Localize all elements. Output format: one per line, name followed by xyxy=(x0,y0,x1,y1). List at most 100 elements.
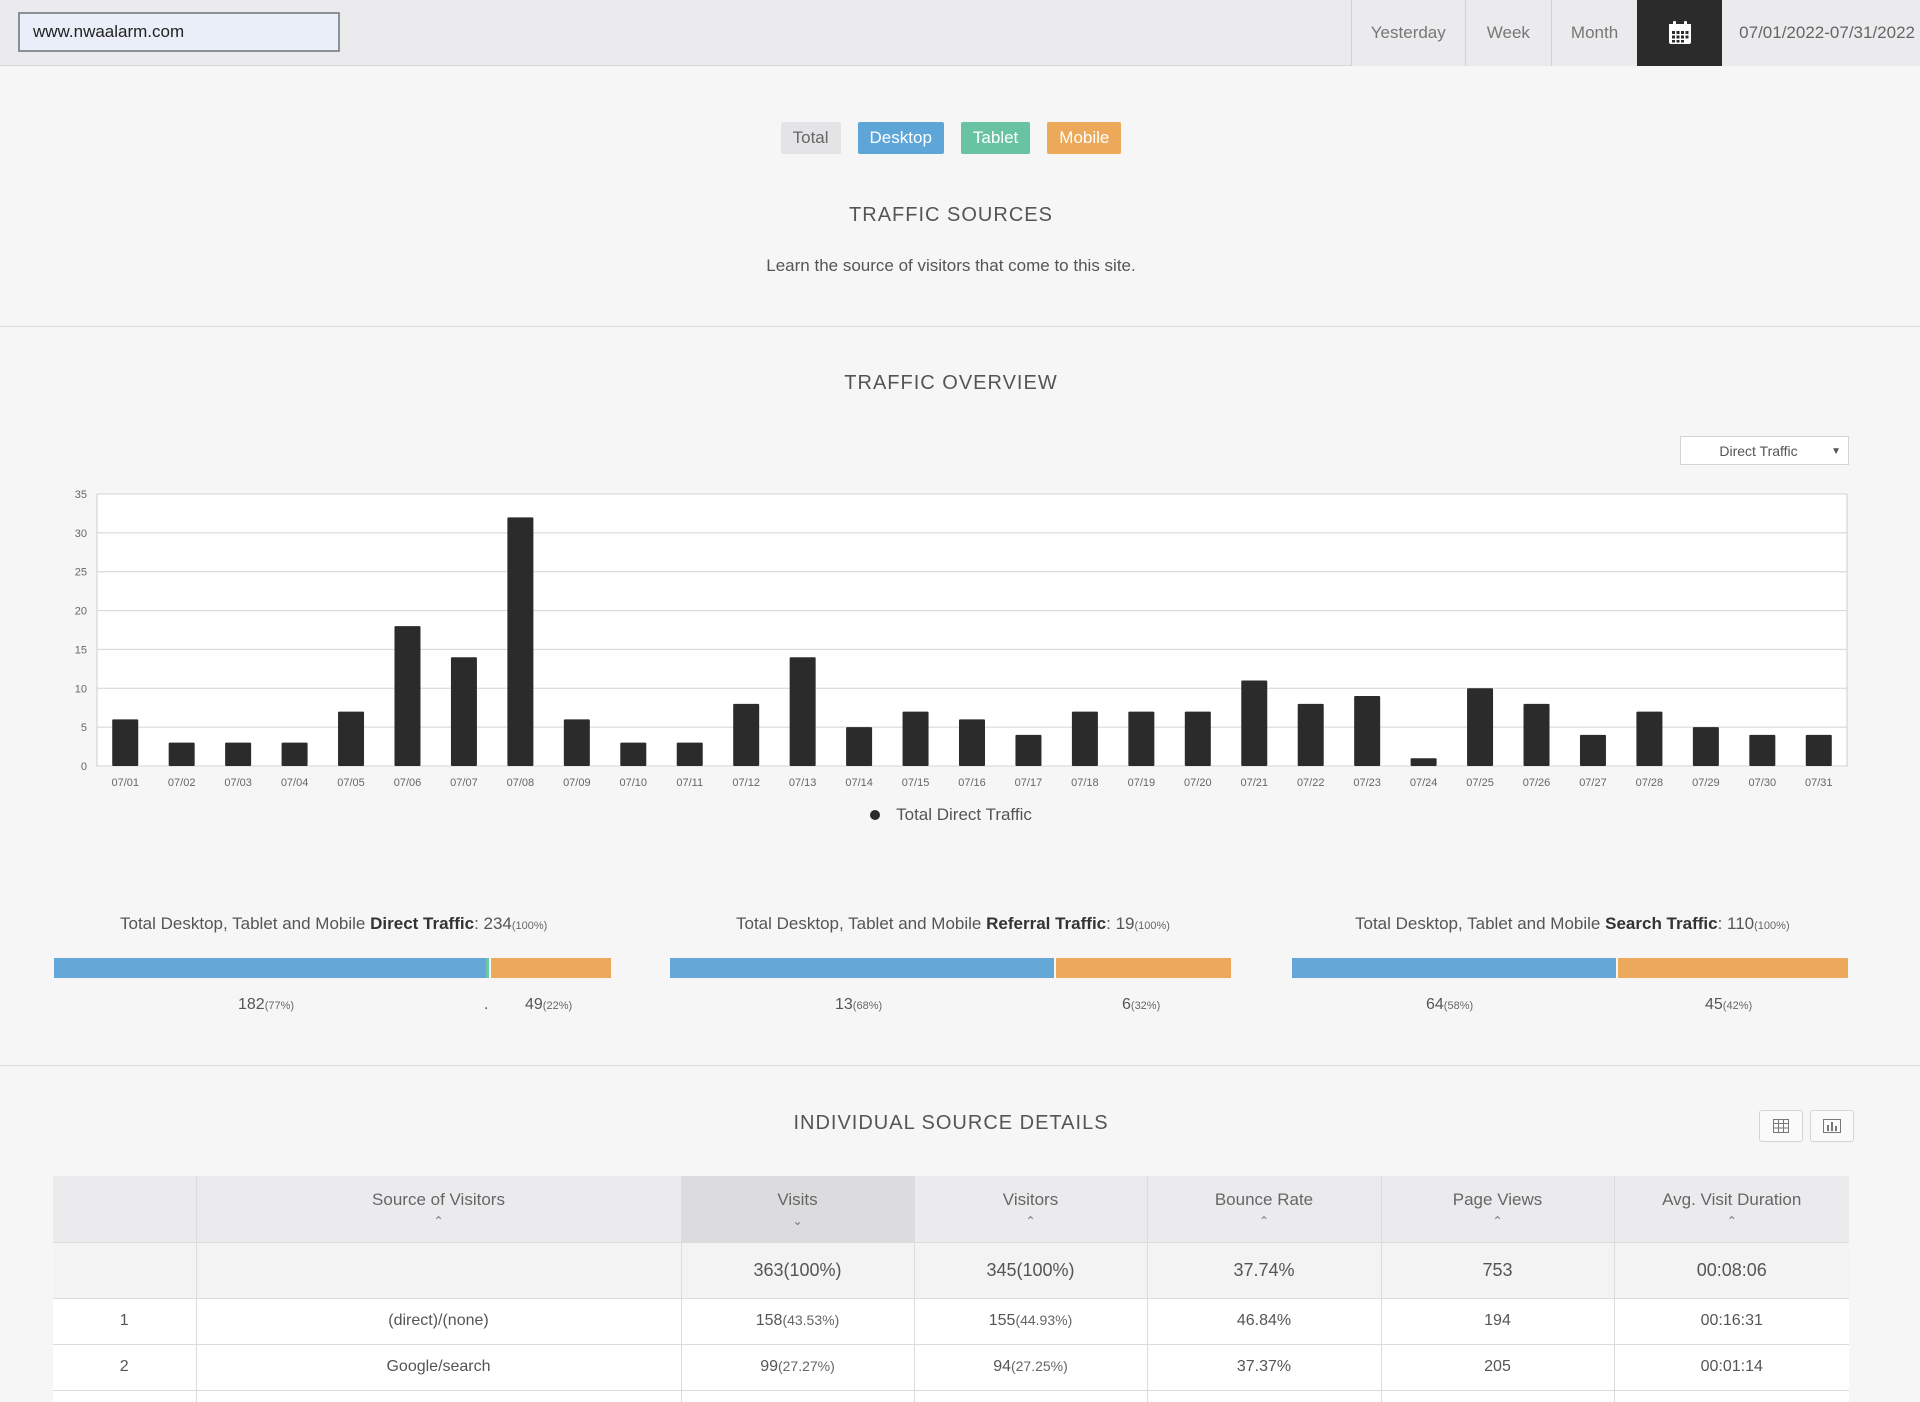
source-details-table: Source of Visitors ⌃ Visits ⌄ Visitors ⌃ Bo… xyxy=(53,1176,1849,1402)
duration-column-header[interactable]: Avg. Visit Duration ⌃ xyxy=(1614,1176,1849,1242)
x-tick-label: 07/30 xyxy=(1749,777,1777,789)
summary-title: Total Desktop, Tablet and Mobile Referra… xyxy=(736,914,1170,933)
date-range-controls: Yesterday Week Month 07/01/2022-07/31/20… xyxy=(1350,0,1920,66)
tablet-count: . xyxy=(484,996,489,1013)
x-tick-label: 07/05 xyxy=(337,777,365,789)
traffic-type-select-value: Direct Traffic xyxy=(1719,442,1798,459)
traffic-type-select[interactable]: Direct Traffic ▼ xyxy=(1680,436,1849,465)
table-cell xyxy=(53,1241,197,1298)
table-cell xyxy=(196,1241,682,1298)
x-tick-label: 07/22 xyxy=(1297,777,1325,789)
chart-bar xyxy=(225,742,252,766)
sort-up-icon: ⌃ xyxy=(1492,1214,1503,1228)
chart-bar xyxy=(1692,727,1719,766)
visitors-column-header[interactable]: Visitors ⌃ xyxy=(914,1176,1148,1242)
x-tick-label: 07/14 xyxy=(845,777,873,789)
divider xyxy=(0,1065,1920,1066)
table-cell: 205 xyxy=(1381,1343,1615,1390)
table-cell xyxy=(681,1389,915,1402)
tab-tablet[interactable]: Tablet xyxy=(960,122,1031,154)
desktop-count: 13(68%) xyxy=(835,996,883,1013)
table-cell: 155(44.93%) xyxy=(914,1297,1148,1344)
x-tick-label: 07/04 xyxy=(281,777,309,789)
device-share-bar xyxy=(54,958,611,978)
table-cell: 345(100%) xyxy=(914,1241,1148,1298)
table-row[interactable]: 1 (direct)/(none) 158(43.53%) 155(44.93%… xyxy=(53,1297,1849,1344)
table-cell: Google/search xyxy=(196,1343,682,1390)
divider xyxy=(0,326,1920,327)
desktop-count: 64(58%) xyxy=(1426,996,1474,1013)
x-tick-label: 07/25 xyxy=(1466,777,1494,789)
calendar-button[interactable] xyxy=(1637,0,1723,66)
table-cell: 363(100%) xyxy=(681,1241,915,1298)
chart-bar xyxy=(112,719,139,766)
source-column-header[interactable]: Source of Visitors ⌃ xyxy=(196,1176,682,1242)
x-tick-label: 07/16 xyxy=(958,777,986,789)
bounce-rate-column-header[interactable]: Bounce Rate ⌃ xyxy=(1147,1176,1382,1242)
table-cell xyxy=(1381,1389,1615,1402)
yesterday-button[interactable]: Yesterday xyxy=(1350,0,1465,66)
x-tick-label: 07/21 xyxy=(1240,777,1268,789)
device-tabs: Total Desktop Tablet Mobile xyxy=(0,122,1902,154)
x-tick-label: 07/29 xyxy=(1692,777,1720,789)
mobile-count: 49(22%) xyxy=(525,996,573,1013)
chart-bar xyxy=(507,517,534,766)
chart-bar xyxy=(1354,696,1381,766)
y-tick-label: 20 xyxy=(75,606,87,618)
table-cell: (direct)/(none) xyxy=(196,1297,682,1344)
mobile-count: 6(32%) xyxy=(1122,996,1161,1013)
chart-bar xyxy=(902,711,929,766)
tab-mobile[interactable]: Mobile xyxy=(1047,122,1122,154)
device-share-bar xyxy=(670,958,1231,978)
chart-bar xyxy=(1071,711,1098,766)
y-tick-label: 0 xyxy=(81,761,87,773)
chart-bar xyxy=(450,657,477,766)
month-button[interactable]: Month xyxy=(1550,0,1638,66)
table-cell: 46.84% xyxy=(1147,1297,1382,1344)
chart-bar xyxy=(846,727,873,766)
chart-bar xyxy=(281,742,308,766)
x-tick-label: 07/15 xyxy=(902,777,930,789)
chart-bar xyxy=(1523,703,1550,766)
x-tick-label: 07/06 xyxy=(394,777,422,789)
table-cell: 158(43.53%) xyxy=(681,1297,915,1344)
x-tick-label: 07/11 xyxy=(676,777,703,789)
x-tick-label: 07/03 xyxy=(224,777,252,789)
chart-bar xyxy=(1128,711,1155,766)
mobile-share-segment xyxy=(1615,958,1848,978)
visits-column-header[interactable]: Visits ⌄ xyxy=(681,1176,915,1242)
week-button[interactable]: Week xyxy=(1464,0,1551,66)
page-views-column-header[interactable]: Page Views ⌃ xyxy=(1381,1176,1615,1242)
bar-chart-icon xyxy=(1823,1119,1841,1133)
sort-up-icon: ⌃ xyxy=(1258,1214,1270,1228)
chevron-down-icon: ▼ xyxy=(1831,446,1841,457)
chart-bar xyxy=(1749,734,1776,766)
tab-total[interactable]: Total xyxy=(780,122,841,154)
table-cell: 194 xyxy=(1381,1297,1615,1344)
x-tick-label: 07/20 xyxy=(1184,777,1212,789)
desktop-share-segment xyxy=(670,958,1054,978)
x-tick-label: 07/07 xyxy=(450,777,478,789)
chart-view-button[interactable] xyxy=(1810,1110,1854,1142)
y-tick-label: 35 xyxy=(75,489,87,501)
individual-source-title: INDIVIDUAL SOURCE DETAILS xyxy=(793,1112,1109,1134)
table-cell xyxy=(53,1389,197,1402)
top-bar: Yesterday Week Month 07/01/2022-07/31/20… xyxy=(0,0,1920,66)
chart-legend: Total Direct Traffic xyxy=(0,805,1902,825)
site-url-input[interactable] xyxy=(18,12,340,52)
table-row[interactable]: 2 Google/search 99(27.27%) 94(27.25%) 37… xyxy=(53,1343,1849,1390)
x-tick-label: 07/17 xyxy=(1015,777,1043,789)
table-view-button[interactable] xyxy=(1759,1110,1803,1142)
table-cell: 00:16:31 xyxy=(1614,1297,1849,1344)
date-range-text: 07/01/2022-07/31/2022 xyxy=(1722,0,1920,66)
tab-desktop[interactable]: Desktop xyxy=(857,122,944,154)
summary-title: Total Desktop, Tablet and Mobile Direct … xyxy=(120,914,548,933)
sort-up-icon: ⌃ xyxy=(1025,1214,1036,1228)
table-row[interactable] xyxy=(53,1389,1849,1402)
chart-bar xyxy=(168,742,195,766)
chart-bar xyxy=(1410,758,1437,766)
table-cell: 94(27.25%) xyxy=(914,1343,1148,1390)
x-tick-label: 07/12 xyxy=(732,777,760,789)
traffic-sources-subtitle: Learn the source of visitors that come t… xyxy=(766,256,1136,275)
device-share-bar xyxy=(1292,958,1848,978)
